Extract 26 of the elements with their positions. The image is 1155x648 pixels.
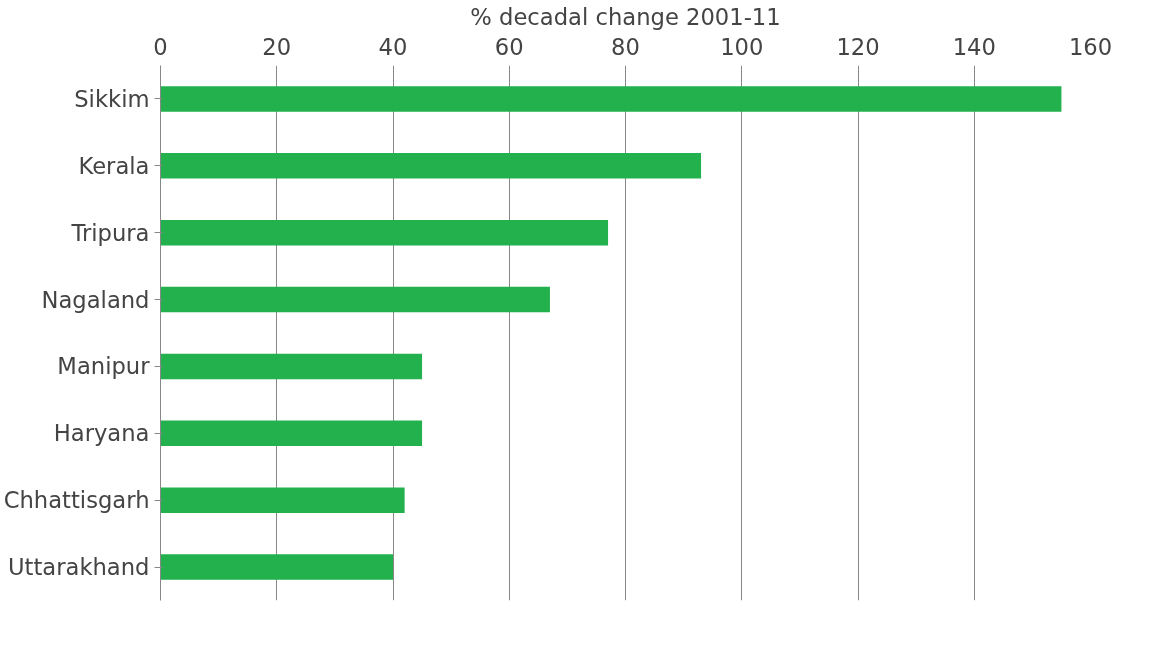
y-tick-label: Chhattisgarh [3, 487, 150, 514]
x-tick-label: 120 [836, 33, 880, 60]
x-tick-label: 40 [378, 33, 408, 60]
bar [160, 487, 405, 513]
y-tick-label: Tripura [70, 219, 150, 246]
x-tick-label: 80 [611, 33, 640, 60]
bar [160, 219, 609, 246]
x-tick-label: 140 [952, 33, 996, 60]
x-axis-title: % decadal change 2001-11 [470, 3, 781, 30]
y-tick-label: Kerala [78, 152, 150, 179]
bar [160, 353, 423, 380]
x-tick-label: 100 [720, 33, 764, 60]
y-tick-label: Haryana [53, 420, 150, 447]
bar [160, 86, 1062, 112]
bar [160, 420, 423, 447]
y-tick-label: Nagaland [41, 286, 150, 313]
x-tick-label: 60 [494, 33, 524, 60]
y-tick-label: Uttarakhand [7, 554, 150, 581]
x-tick-label: 160 [1068, 33, 1113, 60]
bar [160, 554, 393, 580]
y-tick-label: Manipur [57, 353, 151, 380]
bar [160, 286, 550, 313]
x-tick-label: 0 [153, 33, 168, 60]
bar [160, 153, 702, 179]
y-tick-label: Sikkim [74, 85, 150, 112]
x-tick-label: 20 [262, 33, 292, 60]
